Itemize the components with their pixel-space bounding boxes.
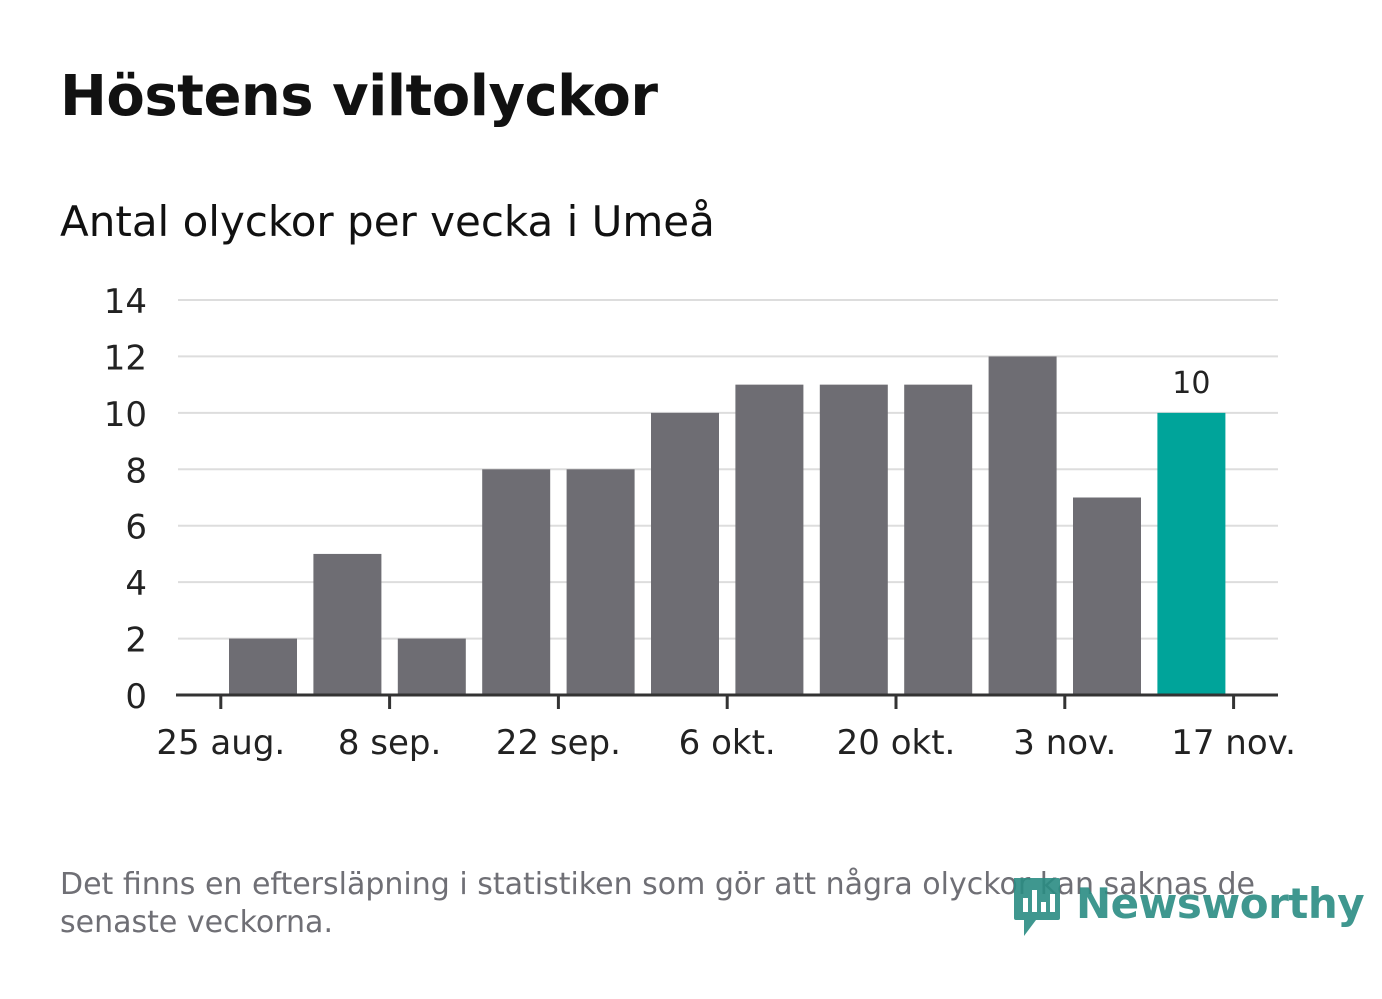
x-tick-label: 17 nov. [1171,723,1296,763]
bar [229,638,297,695]
y-tick-label: 8 [125,451,147,491]
y-tick-label: 10 [104,395,147,435]
bars [229,356,1226,695]
bar [1073,497,1141,695]
x-tick-label: 22 sep. [496,723,621,763]
y-tick-label: 6 [125,508,147,548]
newsworthy-logo: Newsworthy [1010,874,1365,940]
bar [988,356,1057,695]
x-tick-label: 8 sep. [338,723,441,763]
bar [819,384,888,695]
data-label: 10 [1172,366,1210,401]
chart-subtitle: Antal olyckor per vecka i Umeå [60,197,715,246]
bar [904,384,973,695]
bar [397,638,466,695]
y-tick-label: 14 [104,282,147,322]
bar-highlighted [1157,412,1226,695]
bar [735,384,804,695]
x-axis: 25 aug. 8 sep. 22 sep. 6 okt. 20 okt. 3 nov. 1… [156,693,1296,763]
y-tick-label: 4 [125,564,147,604]
x-tick-label: 6 okt. [679,723,776,763]
bar [313,553,382,695]
y-tick-label: 0 [125,677,147,717]
bar [566,469,635,695]
chart-title: Höstens viltolyckor [60,64,658,129]
y-axis-ticks: 0 2 4 6 8 10 12 14 [104,282,147,717]
y-tick-label: 12 [104,338,147,378]
y-tick-label: 2 [125,621,147,661]
x-tick-label: 20 okt. [837,723,956,763]
newsworthy-logo-icon [1014,878,1060,936]
bar [651,412,719,695]
x-tick-label: 3 nov. [1013,723,1116,763]
x-tick-label: 25 aug. [156,723,285,763]
newsworthy-logo-text: Newsworthy [1076,879,1365,928]
bar-chart: 0 2 4 6 8 10 12 14 25 aug. 8 sep. 22 sep. 6 okt. 20… [104,282,1296,763]
data-labels: 10 [1172,366,1210,401]
bar [482,469,551,695]
